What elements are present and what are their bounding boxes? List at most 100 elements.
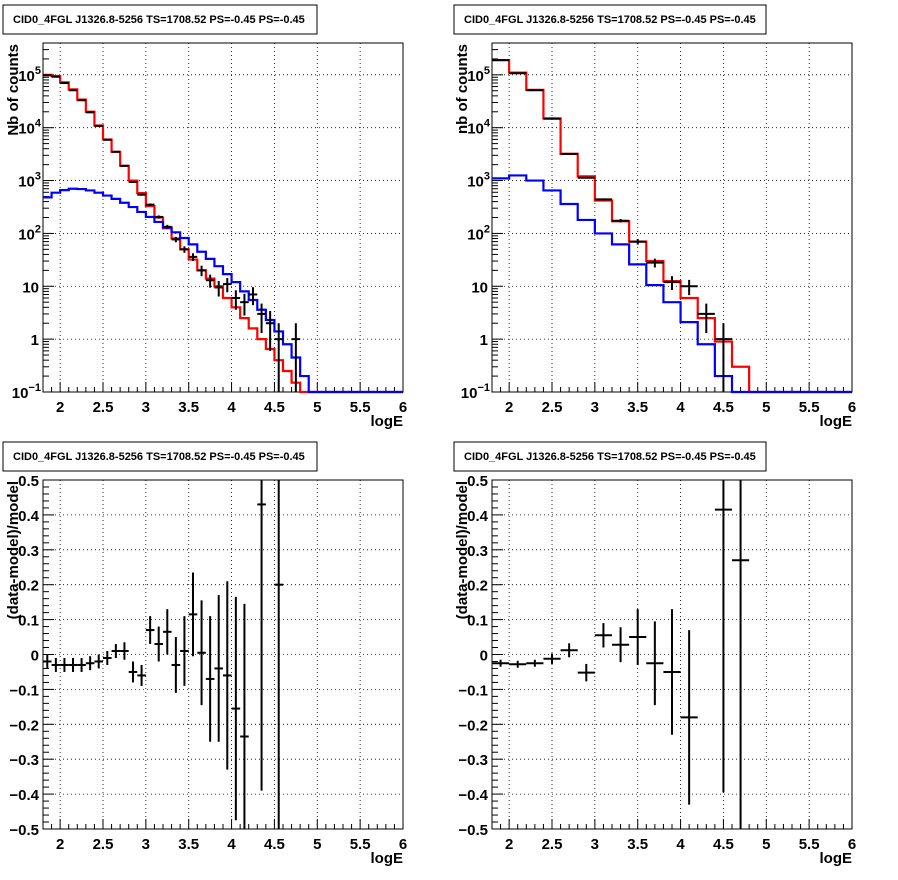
y-tick-label: 1 bbox=[480, 332, 488, 349]
data-point bbox=[69, 658, 78, 672]
x-tick-label: 4 bbox=[676, 399, 685, 416]
data-point bbox=[112, 151, 121, 152]
y-tick-label: −0.4 bbox=[458, 787, 488, 804]
data-point bbox=[578, 177, 595, 178]
x-tick-label: 5.5 bbox=[350, 836, 371, 853]
x-tick-label: 3.5 bbox=[627, 836, 648, 853]
x-tick-label: 3.5 bbox=[178, 399, 199, 416]
y-tick-label: −0.2 bbox=[458, 717, 488, 734]
x-tick-label: 2.5 bbox=[542, 399, 563, 416]
data-point bbox=[629, 609, 646, 665]
x-tick-label: 4.5 bbox=[264, 399, 285, 416]
x-tick-label: 3.5 bbox=[627, 399, 648, 416]
data-point bbox=[240, 294, 249, 316]
y-tick-label: 10−1 bbox=[12, 382, 41, 402]
data-point bbox=[180, 616, 189, 686]
x-tick-label: 4 bbox=[227, 399, 236, 416]
data-point bbox=[681, 630, 698, 805]
data-point bbox=[172, 637, 181, 693]
y-axis-label: nb of counts bbox=[454, 44, 471, 134]
data-point bbox=[137, 665, 146, 686]
data-point bbox=[129, 661, 138, 682]
data-point bbox=[663, 609, 680, 735]
data-point bbox=[103, 651, 112, 665]
x-tick-label: 2.5 bbox=[93, 399, 114, 416]
y-tick-label: 10 bbox=[22, 279, 39, 296]
x-axis-label: logE bbox=[820, 850, 853, 867]
data-point bbox=[257, 304, 266, 334]
plot-frame bbox=[492, 43, 852, 392]
x-axis-label: logE bbox=[371, 850, 404, 867]
data-point bbox=[86, 656, 95, 670]
x-tick-label: 2.5 bbox=[93, 836, 114, 853]
x-tick-label: 2 bbox=[56, 836, 64, 853]
chart-panel-2: CID0_4FGL J1326.8-5256 TS=1708.52 PS=-0.… bbox=[454, 5, 856, 430]
data-point bbox=[663, 276, 680, 290]
data-point bbox=[646, 621, 663, 705]
data-point bbox=[60, 658, 69, 672]
y-tick-label: 10−1 bbox=[461, 382, 490, 402]
data-point bbox=[578, 664, 595, 681]
y-tick-label: −0.3 bbox=[9, 752, 39, 769]
x-tick-label: 4.5 bbox=[264, 836, 285, 853]
data-point bbox=[77, 658, 86, 672]
x-tick-label: 5.5 bbox=[799, 399, 820, 416]
data-point bbox=[715, 480, 732, 792]
data-point bbox=[137, 194, 146, 196]
x-axis-label: logE bbox=[820, 413, 853, 430]
x-tick-label: 4.5 bbox=[713, 399, 734, 416]
data-point bbox=[274, 323, 283, 392]
x-tick-label: 4.5 bbox=[713, 836, 734, 853]
data-point bbox=[163, 609, 172, 654]
data-point bbox=[197, 266, 206, 277]
y-axis-label: (data-model)/model bbox=[5, 481, 22, 619]
data-point bbox=[129, 181, 138, 183]
chart-title: CID0_4FGL J1326.8-5256 TS=1708.52 PS=-0.… bbox=[464, 451, 756, 463]
chart-panel-4: CID0_4FGL J1326.8-5256 TS=1708.52 PS=-0.… bbox=[454, 442, 856, 867]
y-tick-label: 103 bbox=[18, 171, 41, 191]
y-tick-label: −0.1 bbox=[458, 682, 488, 699]
data-point bbox=[509, 661, 526, 668]
data-point bbox=[43, 655, 52, 669]
data-point bbox=[180, 246, 189, 252]
x-tick-label: 3 bbox=[591, 836, 599, 853]
y-tick-label: −0.5 bbox=[458, 822, 488, 839]
x-tick-label: 5 bbox=[762, 836, 770, 853]
y-tick-label: 0 bbox=[480, 648, 488, 665]
data-point bbox=[561, 153, 578, 154]
x-tick-label: 5 bbox=[313, 399, 321, 416]
data-point bbox=[715, 323, 732, 392]
y-tick-label: −0.4 bbox=[9, 787, 39, 804]
data-point bbox=[223, 278, 232, 292]
data-point bbox=[120, 642, 129, 659]
data-point bbox=[257, 480, 266, 791]
data-point bbox=[232, 597, 241, 820]
x-tick-label: 3 bbox=[142, 836, 150, 853]
x-tick-label: 3 bbox=[142, 399, 150, 416]
data-point bbox=[120, 165, 129, 166]
data-point bbox=[103, 140, 112, 141]
x-tick-label: 5.5 bbox=[350, 399, 371, 416]
data-point bbox=[681, 280, 698, 295]
data-point bbox=[94, 655, 103, 669]
x-tick-label: 5 bbox=[313, 836, 321, 853]
data-point bbox=[146, 616, 155, 644]
data-point bbox=[595, 623, 612, 647]
x-axis-label: logE bbox=[371, 413, 404, 430]
data-point bbox=[223, 581, 232, 769]
y-axis-label: Nb of counts bbox=[5, 44, 22, 136]
data-point bbox=[197, 600, 206, 705]
y-tick-label: 102 bbox=[18, 223, 41, 243]
x-tick-label: 2 bbox=[505, 399, 513, 416]
x-tick-label: 2.5 bbox=[542, 836, 563, 853]
plot-frame bbox=[43, 43, 403, 392]
data-point bbox=[612, 627, 629, 662]
data-point bbox=[240, 604, 249, 829]
chart-title: CID0_4FGL J1326.8-5256 TS=1708.52 PS=-0.… bbox=[13, 451, 305, 463]
x-tick-label: 3.5 bbox=[178, 836, 199, 853]
data-point bbox=[214, 281, 223, 297]
data-point bbox=[266, 311, 275, 351]
y-tick-label: −0.1 bbox=[9, 682, 39, 699]
chart-panel-1: CID0_4FGL J1326.8-5256 TS=1708.52 PS=-0.… bbox=[3, 5, 407, 430]
